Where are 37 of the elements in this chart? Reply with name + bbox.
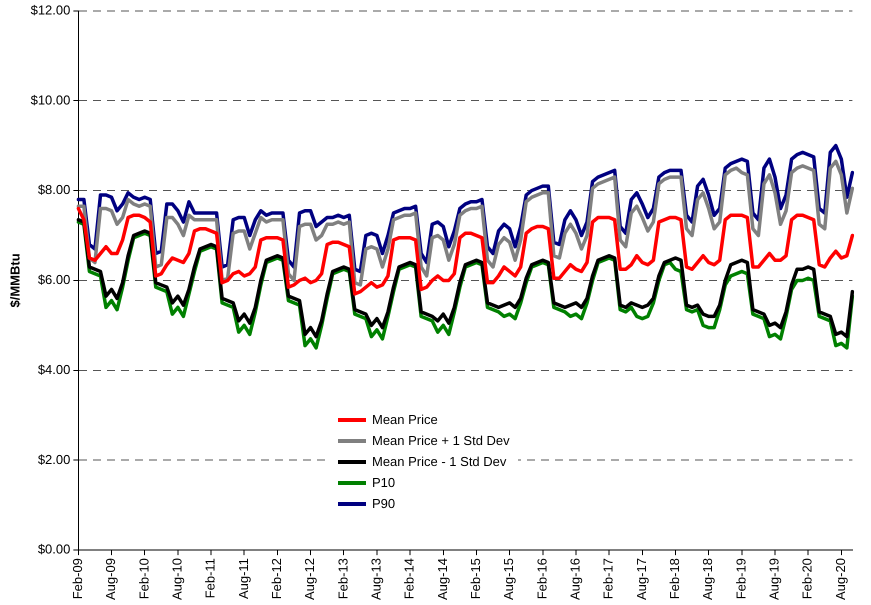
x-tick-label: Feb-09 bbox=[70, 558, 85, 600]
legend-label: P10 bbox=[372, 475, 396, 490]
x-tick-label: Feb-13 bbox=[335, 558, 350, 600]
y-axis-title: $/MMBtu bbox=[7, 253, 22, 308]
x-tick-label: Aug-18 bbox=[700, 558, 716, 600]
y-tick-label: $6.00 bbox=[38, 272, 70, 288]
x-tick-label: Feb-17 bbox=[600, 558, 616, 600]
x-tick-label: Aug-20 bbox=[832, 558, 848, 600]
x-tick-label: Aug-15 bbox=[501, 558, 516, 600]
x-tick-label: Aug-19 bbox=[766, 558, 782, 600]
x-tick-label: Aug-10 bbox=[169, 558, 184, 600]
x-tick-label: Feb-18 bbox=[667, 558, 682, 600]
legend-label: Mean Price + 1 Std Dev bbox=[372, 433, 510, 448]
x-tick-label: Feb-10 bbox=[136, 558, 152, 600]
x-tick-label: Aug-11 bbox=[236, 558, 251, 600]
x-tick-label: Aug-13 bbox=[368, 558, 384, 600]
legend-label: Mean Price bbox=[372, 412, 438, 427]
y-tick-label: $10.00 bbox=[30, 92, 70, 108]
x-tick-label: Feb-12 bbox=[268, 558, 284, 600]
y-tick-label: $0.00 bbox=[38, 542, 70, 557]
x-tick-label: Feb-11 bbox=[202, 558, 218, 598]
x-tick-label: Feb-14 bbox=[402, 558, 417, 600]
y-tick-label: $8.00 bbox=[38, 182, 70, 198]
x-tick-label: Feb-19 bbox=[733, 558, 748, 600]
x-tick-label: Aug-17 bbox=[634, 558, 649, 600]
y-tick-label: $12.00 bbox=[30, 2, 70, 18]
x-tick-label: Aug-09 bbox=[103, 558, 118, 600]
x-tick-label: Aug-16 bbox=[568, 558, 583, 600]
legend-label: Mean Price - 1 Std Dev bbox=[372, 454, 506, 469]
x-tick-label: Aug-14 bbox=[434, 558, 450, 600]
legend-label: P90 bbox=[372, 496, 396, 511]
x-tick-label: Aug-12 bbox=[302, 558, 318, 600]
x-tick-label: Feb-16 bbox=[534, 558, 550, 600]
x-tick-label: Feb-15 bbox=[468, 558, 484, 600]
x-tick-label: Feb-20 bbox=[800, 558, 815, 600]
y-tick-label: $2.00 bbox=[38, 452, 70, 467]
y-tick-label: $4.00 bbox=[38, 362, 70, 377]
